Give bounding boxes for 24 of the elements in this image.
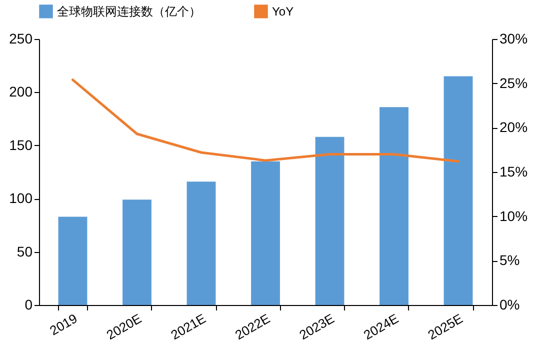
y2-tick-label: 15% (500, 164, 528, 180)
y-tick-label: 150 (9, 136, 33, 153)
y2-tick-label: 0% (500, 296, 520, 312)
bar (186, 182, 216, 305)
line-series (71, 78, 460, 163)
y-tick-label: 50 (16, 243, 33, 260)
bar (315, 136, 344, 305)
x-tick-label: 2019 (47, 310, 80, 338)
y2-tick-label: 5% (500, 252, 520, 268)
legend-label: YoY (272, 4, 294, 18)
y2-tick-label: 20% (500, 119, 528, 136)
bar (58, 216, 88, 305)
y2-tick-label: 30% (500, 30, 528, 46)
bar (122, 200, 152, 305)
bar (444, 76, 473, 305)
y-tick-label: 200 (9, 84, 33, 100)
bar (251, 161, 280, 305)
y-tick-label: 100 (9, 190, 33, 206)
legend-label: 全球物联网连接数（亿个） (57, 4, 201, 18)
y-tick-label: 0 (24, 296, 33, 312)
y-tick-label: 250 (9, 30, 33, 46)
y2-tick-label: 10% (500, 208, 528, 224)
bar (380, 107, 408, 305)
y2-tick-label: 25% (500, 74, 528, 91)
